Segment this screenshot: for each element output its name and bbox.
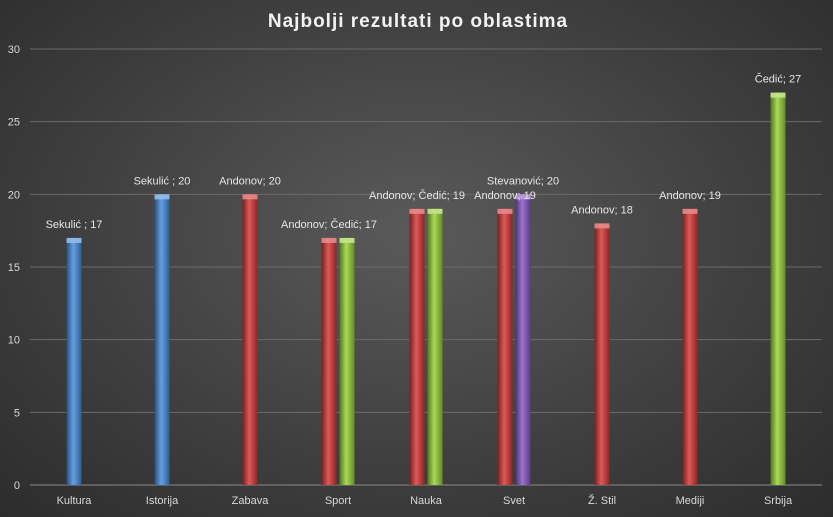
y-axis-ticks: 0 5 10 15 20 25 30	[8, 44, 20, 492]
data-label: Sekulić ; 17	[46, 219, 103, 231]
data-label: Sekulić ; 20	[134, 175, 191, 187]
y-tick-label: 10	[8, 335, 20, 347]
y-tick-label: 0	[14, 480, 20, 492]
data-label: Andonov; 20	[219, 175, 281, 187]
data-label: Stevanović; 20	[487, 175, 559, 187]
x-axis-categories: Kultura Istorija Zabava Sport Nauka Svet Ž. St…	[57, 494, 793, 507]
y-tick-label: 15	[8, 262, 20, 274]
x-category-label: Istorija	[146, 495, 179, 507]
bar	[427, 208, 443, 485]
x-category-label: Svet	[503, 495, 525, 507]
bar	[515, 194, 531, 486]
bar	[321, 237, 337, 485]
data-label: Andonov; Čedić; 19	[369, 189, 465, 202]
bar	[770, 92, 786, 485]
x-category-label: Mediji	[676, 495, 705, 507]
bar	[409, 208, 425, 485]
data-label: Andonov; 19	[474, 190, 536, 202]
grid-lines	[30, 48, 822, 486]
x-category-label: Sport	[325, 495, 351, 507]
data-label: Čedić; 27	[755, 73, 801, 86]
bar	[66, 237, 82, 485]
y-tick-label: 25	[8, 117, 20, 129]
bars	[66, 92, 786, 486]
x-category-label: Srbija	[764, 495, 793, 507]
bar	[154, 194, 170, 486]
data-label: Andonov; 19	[659, 190, 721, 202]
chart-title: Najbolji rezultati po oblastima	[268, 11, 568, 32]
bar	[497, 208, 513, 485]
data-label: Andonov; Čedić; 17	[281, 218, 377, 231]
y-tick-label: 5	[14, 407, 20, 419]
x-category-label: Nauka	[410, 495, 443, 507]
x-category-label: Zabava	[232, 495, 270, 507]
x-category-label: Kultura	[57, 495, 93, 507]
bar	[242, 194, 258, 486]
data-label: Andonov; 18	[571, 204, 633, 216]
bar	[594, 223, 610, 485]
x-category-label: Ž. Stil	[588, 494, 616, 507]
y-tick-label: 20	[8, 189, 20, 201]
y-tick-label: 30	[8, 44, 20, 56]
data-labels: Sekulić ; 17 Sekulić ; 20 Andonov; 20 Andon…	[46, 73, 802, 231]
bar	[682, 208, 698, 485]
bar	[339, 237, 355, 485]
